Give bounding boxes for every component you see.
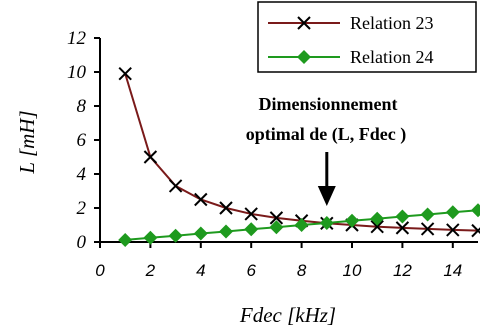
annotation-arrow-head: [317, 186, 336, 206]
legend: Relation 23 Relation 24: [257, 1, 477, 73]
data-point: [471, 203, 480, 218]
legend-marker-shape: [297, 50, 311, 64]
marker-stroke: [370, 219, 384, 234]
marker-stroke: [269, 211, 284, 225]
legend-label-relation-23: Relation 23: [350, 13, 434, 33]
data-point: [370, 219, 384, 234]
annotation-line-1: Dimensionnement: [259, 94, 398, 114]
data-point: [118, 232, 133, 247]
legend-marker-shape: [297, 16, 311, 30]
marker-stroke: [297, 16, 311, 30]
marker-stroke: [143, 150, 158, 164]
y-tick-label: 2: [77, 198, 87, 219]
x-tick-label: 6: [246, 261, 256, 280]
data-point: [345, 213, 359, 228]
y-tick-label: 6: [77, 130, 87, 151]
y-tick-label: 4: [77, 164, 87, 185]
data-point: [168, 228, 183, 243]
data-point: [471, 223, 480, 238]
data-point: [420, 222, 435, 236]
data-point: [395, 221, 410, 235]
marker-stroke: [118, 66, 132, 81]
series-2: [118, 203, 480, 247]
series: [118, 66, 480, 247]
marker-stroke: [446, 223, 460, 237]
data-point: [294, 218, 309, 232]
y-tick-label: 0: [77, 232, 87, 253]
y-tick-label: 8: [77, 96, 87, 117]
x-tick-label: 4: [196, 261, 205, 280]
data-point: [446, 223, 460, 237]
data-point: [420, 207, 435, 222]
data-point: [219, 224, 233, 239]
x-tick-label: 10: [343, 261, 362, 280]
ticks: 0 2 4 6 8 10 12 0 2 4 6 8 10 12 14: [67, 28, 462, 280]
marker-stroke: [471, 227, 480, 238]
data-point: [395, 209, 410, 224]
marker-stroke: [168, 179, 183, 193]
data-point: [319, 215, 334, 230]
y-axis-title: L [mH]: [15, 110, 39, 174]
legend-marker-diamond: [297, 50, 311, 64]
y-tick-label: 12: [67, 28, 87, 49]
x-tick-label: 2: [145, 261, 156, 280]
x-tick-label: 0: [95, 261, 105, 280]
data-point: [445, 205, 460, 220]
legend-marker-x: [297, 16, 311, 30]
x-tick-label: 12: [393, 261, 412, 280]
marker-stroke: [194, 192, 208, 207]
data-point: [193, 226, 208, 241]
x-axis-title: Fdec [kHz]: [239, 303, 336, 327]
x-tick-label: 14: [443, 261, 462, 280]
marker-stroke: [420, 222, 435, 236]
y-tick-label: 10: [67, 62, 87, 83]
data-point: [118, 66, 132, 81]
marker-stroke: [395, 221, 410, 235]
data-point: [194, 192, 208, 207]
data-point: [143, 150, 158, 164]
data-point: [370, 211, 385, 226]
marker-stroke: [219, 201, 233, 215]
annotation-line-2: optimal de (L, Fdec ): [246, 124, 406, 145]
annotation: Dimensionnement optimal de (L, Fdec ): [246, 94, 406, 206]
legend-box: [257, 1, 477, 73]
data-point: [269, 211, 284, 225]
data-point: [269, 220, 284, 235]
legend-label-relation-24: Relation 24: [350, 47, 434, 67]
x-tick-label: 8: [297, 261, 307, 280]
marker-stroke: [244, 207, 258, 221]
data-point: [168, 179, 183, 193]
data-point: [219, 201, 233, 215]
data-point: [143, 230, 158, 245]
data-point: [244, 222, 259, 237]
data-point: [244, 207, 258, 221]
